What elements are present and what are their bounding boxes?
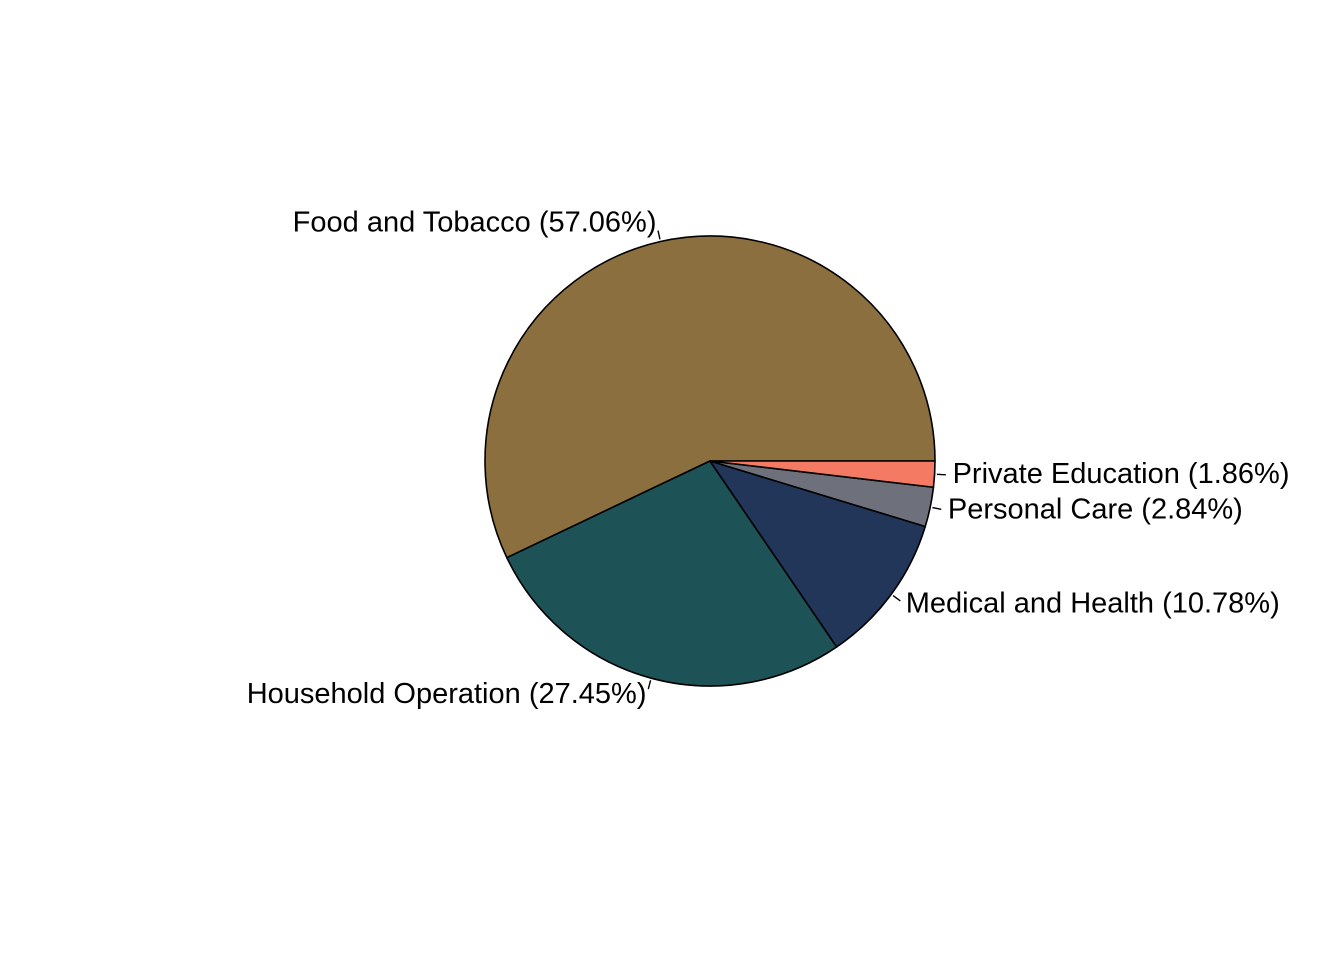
pie-leader-lines (647, 230, 946, 690)
pie-slice-household-operation (506, 460, 838, 687)
leader-line-private-education (936, 473, 946, 476)
pie-slice-private-education (709, 460, 936, 489)
leader-line-household-operation (647, 680, 652, 690)
pie-labels: Food and Tobacco (57.06%) Household Opera… (247, 207, 1290, 711)
pie-slice-food-and-tobacco (484, 235, 936, 559)
slice-label-household-operation: Household Operation (27.45%) (247, 678, 647, 710)
leader-line-personal-care (932, 506, 942, 511)
slice-label-food-and-tobacco: Food and Tobacco (57.06%) (293, 207, 657, 239)
leader-line-medical-and-health (892, 595, 901, 602)
slice-label-private-education: Private Education (1.86%) (953, 458, 1290, 490)
slice-label-personal-care: Personal Care (2.84%) (948, 493, 1243, 525)
slice-label-medical-and-health: Medical and Health (10.78%) (906, 588, 1280, 620)
leader-line-food-and-tobacco (657, 230, 661, 240)
pie-slice-medical-and-health (709, 460, 927, 648)
pie-slices (484, 235, 936, 687)
